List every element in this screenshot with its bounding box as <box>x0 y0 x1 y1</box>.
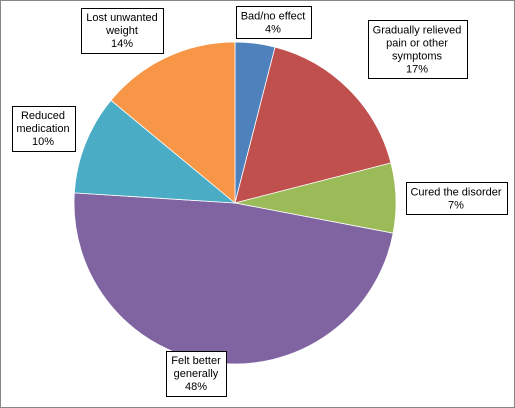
data-label-box <box>368 20 468 79</box>
data-label-line: 17% <box>406 64 428 76</box>
data-label-line: 7% <box>448 200 464 212</box>
data-label-box <box>12 106 76 152</box>
data-label-line: 10% <box>32 136 54 148</box>
data-label-line: Gradually relieved <box>373 25 462 37</box>
pie-slice-gradually-relieved <box>234 46 392 204</box>
data-label-line: weight <box>105 25 138 37</box>
data-label-line: Cured the disorder <box>410 187 501 199</box>
data-label-box <box>406 182 508 215</box>
data-label-line: 14% <box>111 38 133 50</box>
pie-slice-reduced-medication <box>73 99 237 204</box>
data-label-line: medication <box>16 123 69 135</box>
data-label-line: Reduced <box>21 110 65 122</box>
data-label-line: pain or other <box>386 38 448 50</box>
data-label-line: 48% <box>185 381 207 393</box>
data-label-box <box>236 6 312 39</box>
data-label-line: Lost unwanted <box>86 12 158 24</box>
data-label-line: generally <box>174 368 219 380</box>
data-label-box <box>81 8 164 54</box>
pie-slice-lost-weight <box>110 41 236 204</box>
data-label-line: Felt better <box>171 355 221 367</box>
data-label-line: symptoms <box>392 51 443 63</box>
data-label-line: Bad/no effect <box>241 11 306 23</box>
data-label-line: 4% <box>265 24 281 36</box>
data-label-box <box>166 351 227 397</box>
